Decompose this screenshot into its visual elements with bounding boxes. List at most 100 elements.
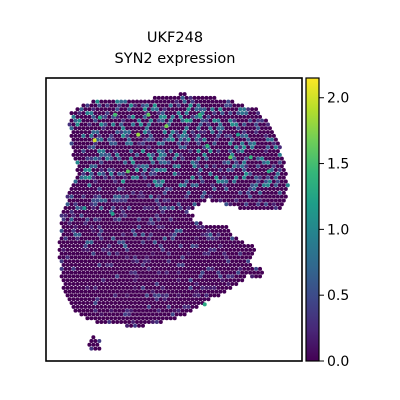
spot — [252, 247, 257, 252]
spot — [263, 179, 268, 184]
spot — [222, 107, 227, 112]
spot — [170, 145, 175, 150]
spot — [144, 141, 149, 146]
spot — [178, 259, 183, 264]
spot — [176, 126, 181, 131]
spot — [202, 114, 207, 119]
spot — [97, 118, 102, 123]
spot — [117, 263, 122, 268]
spot — [184, 149, 189, 154]
spot — [150, 274, 155, 279]
spot — [160, 270, 165, 275]
spot — [152, 103, 157, 108]
spot — [110, 211, 115, 216]
spot — [188, 95, 193, 100]
spot — [210, 198, 215, 203]
spot — [222, 266, 227, 271]
spot — [250, 122, 255, 127]
spot — [79, 160, 84, 165]
spot — [160, 171, 165, 176]
spot — [113, 278, 118, 283]
spot — [214, 145, 219, 150]
spot — [162, 152, 167, 157]
spot — [190, 228, 195, 233]
colorbar-gradient — [306, 78, 319, 361]
spot — [252, 156, 257, 161]
spot — [192, 156, 197, 161]
spot — [236, 202, 241, 207]
spot — [97, 209, 102, 214]
spot — [123, 228, 128, 233]
spot — [204, 179, 209, 184]
spot — [220, 133, 225, 138]
spot — [250, 130, 255, 135]
spot — [218, 99, 223, 104]
spot — [63, 213, 68, 218]
spot — [156, 149, 161, 154]
spot — [224, 270, 229, 275]
spot — [206, 160, 211, 165]
spot — [77, 232, 82, 237]
spot — [115, 168, 120, 173]
spot — [105, 270, 110, 275]
spot — [182, 99, 187, 104]
spot — [127, 228, 132, 233]
spot — [202, 274, 207, 279]
spot — [93, 278, 98, 283]
spot — [117, 247, 122, 252]
spot — [103, 297, 108, 302]
spot — [85, 171, 90, 176]
spot — [214, 114, 219, 119]
spot — [115, 312, 120, 317]
spot — [111, 266, 116, 271]
spot — [164, 285, 169, 290]
spot — [188, 126, 193, 131]
spot — [222, 190, 227, 195]
spot — [261, 152, 266, 157]
spot — [67, 221, 72, 226]
spot — [154, 259, 159, 264]
spot — [131, 228, 136, 233]
spot — [188, 225, 193, 230]
spot — [87, 244, 92, 249]
spot — [146, 236, 151, 241]
spot — [162, 289, 167, 294]
spot — [77, 270, 82, 275]
spot — [196, 270, 201, 275]
spot — [164, 124, 169, 129]
spot — [196, 278, 201, 283]
spot — [125, 217, 130, 222]
spot — [162, 114, 167, 119]
spot — [204, 293, 209, 298]
spot — [226, 251, 231, 256]
spot — [234, 251, 239, 256]
spot — [160, 111, 165, 116]
spot — [182, 221, 187, 226]
spot — [119, 320, 124, 325]
spot — [252, 179, 257, 184]
spot — [127, 289, 132, 294]
spot — [115, 213, 120, 218]
spot — [111, 206, 116, 211]
spot — [87, 312, 92, 317]
spot — [117, 301, 122, 306]
spot — [248, 187, 253, 192]
spot — [87, 107, 92, 112]
spot — [144, 225, 149, 230]
spot — [186, 198, 191, 203]
spot — [99, 236, 104, 241]
spot — [125, 169, 130, 174]
spot — [184, 225, 189, 230]
spot — [162, 198, 167, 203]
spot — [75, 198, 80, 203]
spot — [164, 118, 169, 123]
spot — [192, 164, 197, 169]
spot — [232, 247, 237, 252]
spot — [77, 217, 82, 222]
spot — [71, 244, 76, 249]
spot — [73, 255, 78, 260]
spot — [242, 198, 247, 203]
spot — [73, 232, 78, 237]
spot — [91, 114, 96, 119]
spot — [273, 152, 278, 157]
